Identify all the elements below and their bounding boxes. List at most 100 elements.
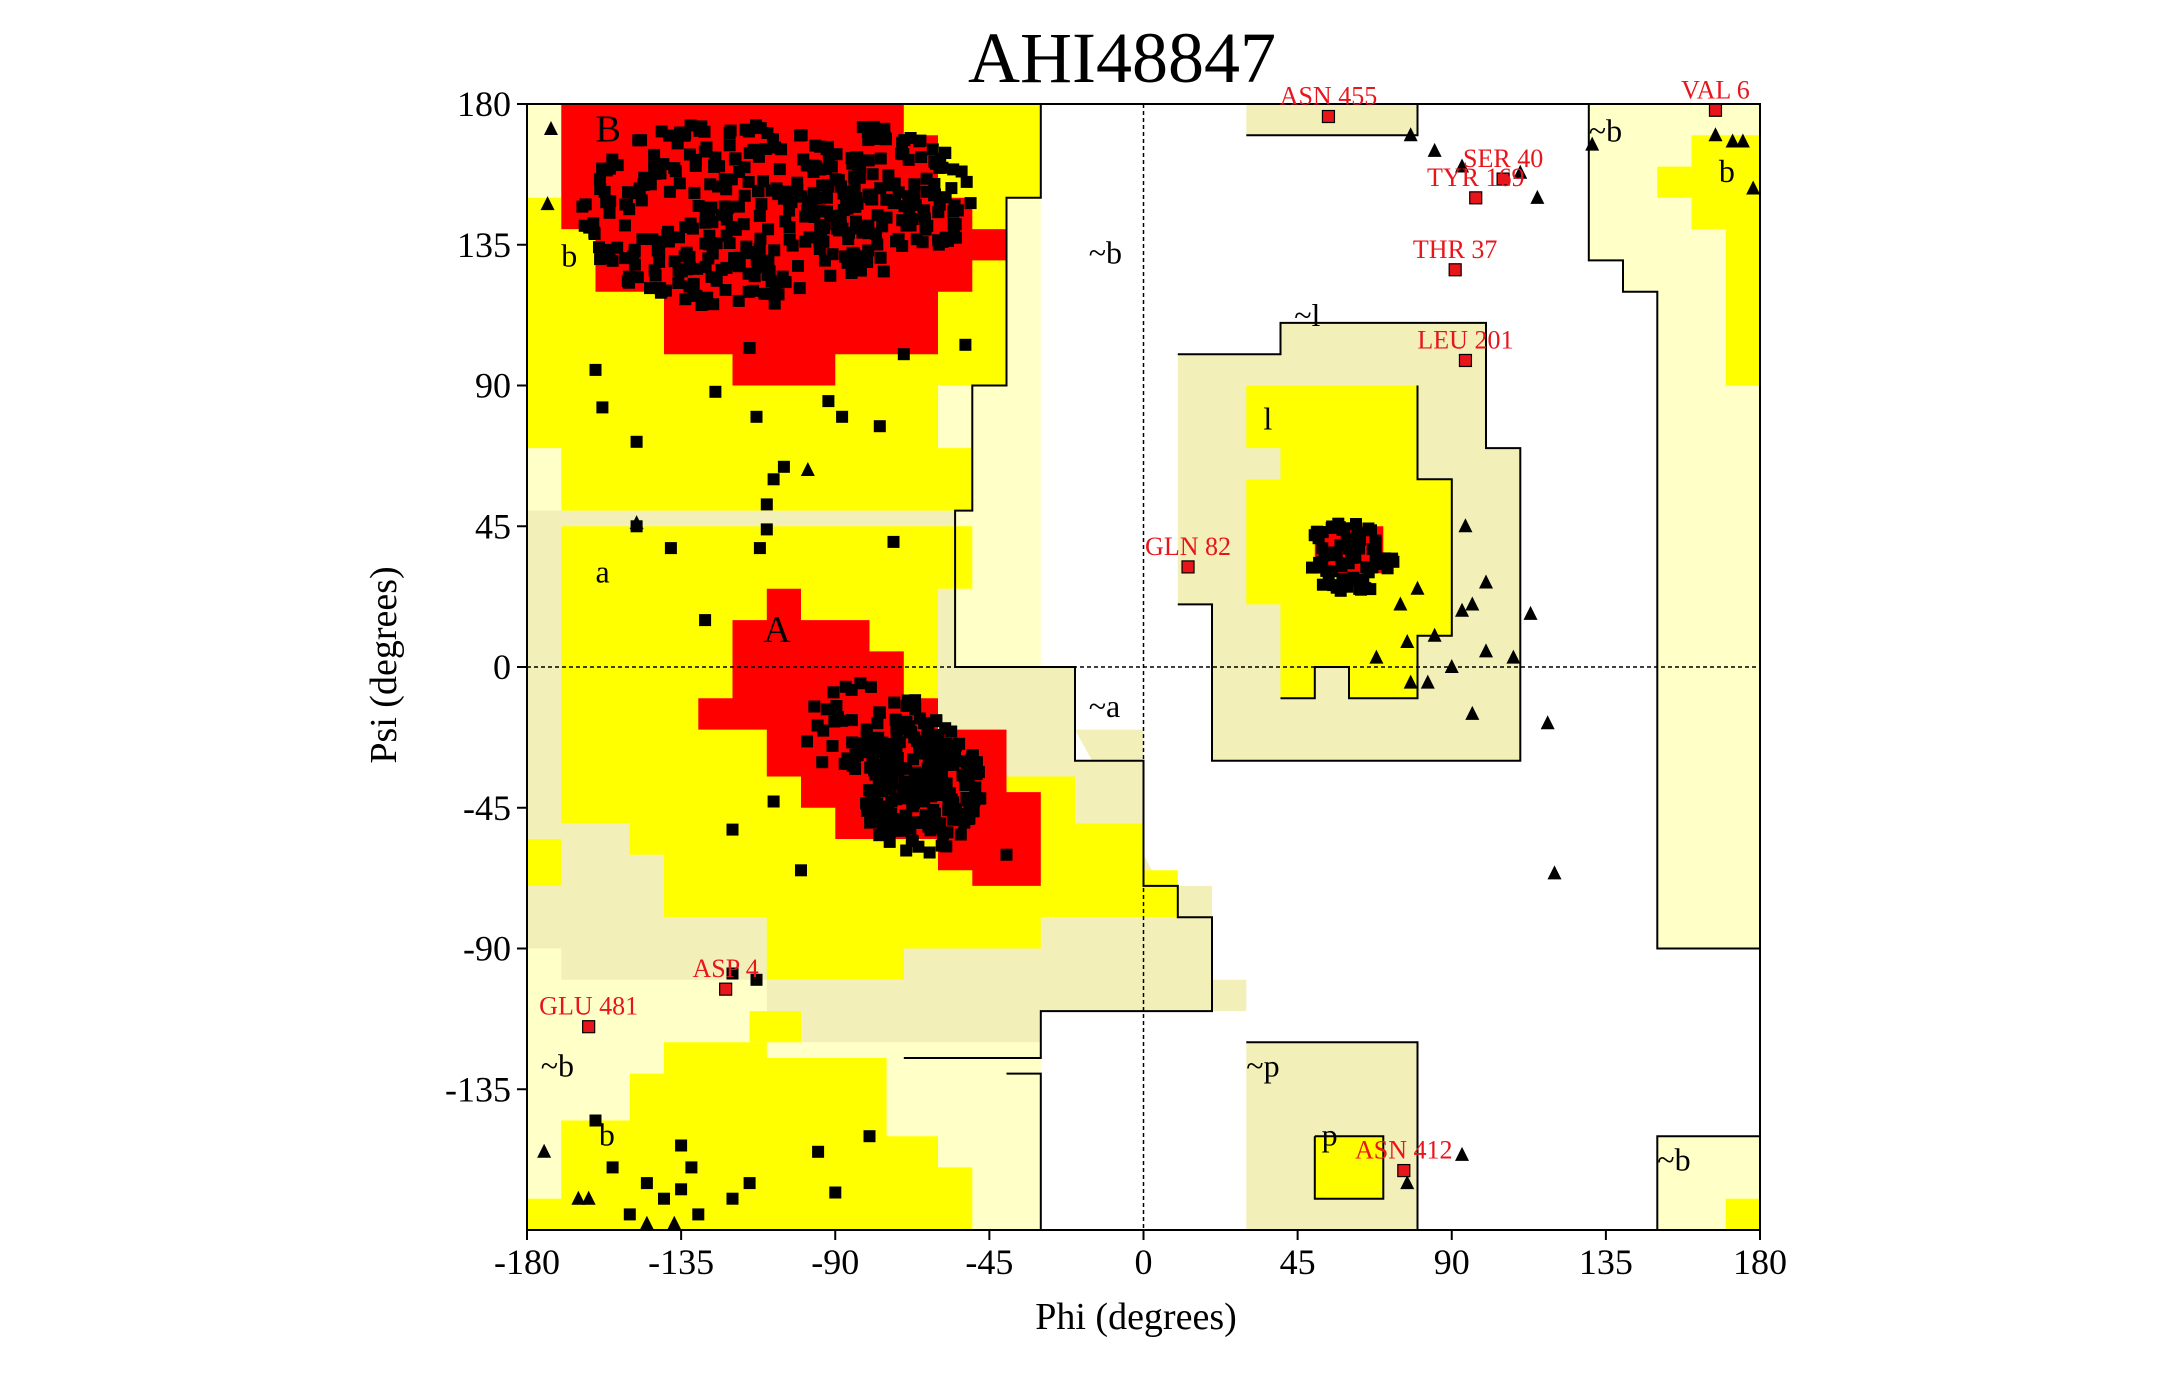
residue-point bbox=[863, 784, 875, 797]
residue-point bbox=[871, 209, 884, 222]
residue-point bbox=[692, 1208, 705, 1221]
residue-point bbox=[1322, 568, 1335, 581]
glycine-point bbox=[1523, 605, 1538, 620]
glycine-point bbox=[537, 1143, 552, 1158]
residue-point bbox=[737, 218, 750, 231]
residue-point bbox=[908, 178, 921, 191]
residue-point bbox=[860, 729, 873, 742]
residue-point bbox=[937, 827, 949, 840]
residue-point bbox=[768, 297, 781, 310]
residue-point bbox=[1351, 527, 1364, 540]
residue-point bbox=[767, 795, 780, 808]
residue-point bbox=[949, 218, 962, 231]
residue-point bbox=[713, 160, 726, 173]
residue-point bbox=[631, 271, 644, 284]
residue-point bbox=[862, 227, 875, 240]
residue-point bbox=[663, 185, 676, 198]
residue-point bbox=[777, 192, 790, 205]
residue-point bbox=[709, 385, 722, 398]
outlier-label: LEU 201 bbox=[1417, 325, 1513, 354]
glycine-point bbox=[639, 1215, 654, 1230]
residue-point bbox=[1335, 560, 1348, 573]
residue-point bbox=[928, 807, 941, 820]
residue-point bbox=[589, 363, 602, 376]
residue-point bbox=[653, 255, 666, 268]
residue-point bbox=[816, 179, 829, 192]
residue-point bbox=[733, 166, 746, 178]
residue-point bbox=[772, 288, 785, 301]
residue-point bbox=[841, 256, 854, 269]
outlier-marker bbox=[1397, 1163, 1411, 1178]
residue-point bbox=[726, 823, 739, 836]
residue-point bbox=[934, 817, 947, 830]
residue-point bbox=[827, 686, 840, 699]
residue-point bbox=[706, 247, 719, 260]
residue-point bbox=[767, 473, 780, 486]
outlier-marker bbox=[1448, 263, 1462, 277]
residue-point bbox=[926, 143, 939, 156]
glycine-point bbox=[1369, 649, 1384, 664]
residue-point bbox=[904, 776, 916, 789]
residue-point bbox=[839, 680, 852, 693]
residue-point bbox=[919, 809, 932, 822]
residue-point bbox=[817, 724, 830, 737]
residue-point bbox=[1328, 546, 1341, 559]
residue-point bbox=[680, 246, 693, 259]
residue-point bbox=[733, 251, 746, 264]
residue-point bbox=[889, 713, 902, 726]
region-label: A bbox=[763, 609, 791, 651]
residue-point bbox=[860, 804, 873, 817]
residue-point bbox=[685, 1161, 698, 1174]
region-allowed-small bbox=[749, 1011, 801, 1043]
region-label: ~b bbox=[1089, 235, 1122, 271]
residue-point bbox=[763, 268, 776, 281]
residue-point bbox=[888, 177, 901, 190]
outlier-label: ASP 4 bbox=[693, 954, 759, 983]
region-label: ~l bbox=[1294, 297, 1320, 333]
residue-point bbox=[783, 233, 796, 246]
residue-point bbox=[874, 152, 887, 165]
x-tick-label: -135 bbox=[648, 1242, 714, 1282]
residue-point bbox=[770, 182, 783, 195]
residue-point bbox=[902, 153, 915, 166]
outlier-marker bbox=[1496, 172, 1510, 186]
residue-point bbox=[623, 1208, 636, 1221]
residue-point bbox=[871, 238, 884, 251]
residue-point bbox=[754, 122, 767, 135]
residue-point bbox=[826, 740, 839, 752]
residue-point bbox=[954, 828, 967, 841]
residue-point bbox=[822, 395, 835, 408]
residue-point bbox=[876, 220, 889, 233]
residue-point bbox=[1316, 542, 1329, 555]
residue-point bbox=[1308, 529, 1321, 542]
residue-point bbox=[640, 1177, 653, 1190]
glycine-point bbox=[571, 1190, 586, 1205]
residue-point bbox=[733, 258, 746, 271]
residue-point bbox=[901, 694, 914, 707]
y-tick-label: 180 bbox=[457, 84, 511, 124]
residue-point bbox=[679, 293, 692, 306]
residue-point bbox=[762, 223, 775, 236]
residue-point bbox=[687, 283, 700, 296]
residue-point bbox=[947, 228, 960, 241]
residue-point bbox=[793, 282, 806, 295]
residue-point bbox=[902, 190, 915, 203]
residue-point bbox=[919, 223, 932, 236]
residue-point bbox=[845, 152, 858, 165]
glycine-point bbox=[1410, 580, 1425, 595]
residue-point bbox=[743, 146, 756, 159]
residue-point bbox=[1355, 583, 1367, 596]
residue-point bbox=[924, 758, 937, 771]
residue-point bbox=[724, 124, 737, 137]
glycine-point bbox=[1444, 659, 1459, 673]
residue-point bbox=[719, 284, 732, 296]
residue-point bbox=[829, 1186, 842, 1199]
residue-point bbox=[662, 235, 675, 248]
residue-point bbox=[820, 162, 832, 175]
region-allowed-right bbox=[1657, 135, 1760, 386]
residue-point bbox=[688, 186, 701, 199]
residue-point bbox=[964, 197, 977, 210]
residue-point bbox=[848, 247, 860, 260]
residue-point bbox=[947, 163, 960, 176]
residue-point bbox=[874, 764, 886, 777]
